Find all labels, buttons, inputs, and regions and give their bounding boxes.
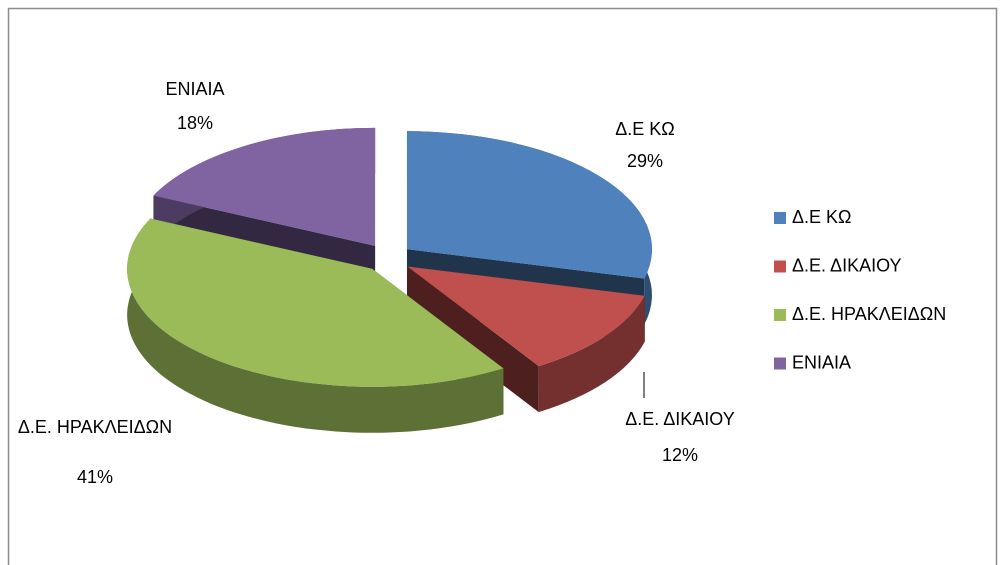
slice-side [407,266,539,413]
data-label-name: Δ.Ε ΚΩ [615,119,675,139]
legend-swatch [774,357,786,370]
data-labels: Δ.Ε ΚΩ 29% Δ.Ε. ΔΙΚΑΙΟΥ 12% Δ.Ε. ΗΡΑΚΛΕΙΔΩΝ 4… [18,79,735,487]
legend-swatch [774,309,786,321]
data-label-value: 12% [662,445,698,465]
legend-swatch [774,260,786,273]
data-label-name: ΕΝΙΑΙΑ [165,79,224,99]
slice [406,131,652,279]
data-label-name: Δ.Ε. ΔΙΚΑΙΟΥ [625,409,735,429]
slice-side [538,295,645,413]
data-label-name: Δ.Ε. ΗΡΑΚΛΕΙΔΩΝ [18,417,172,437]
legend: Δ.Ε ΚΩ Δ.Ε. ΔΙΚΑΙΟΥ Δ.Ε. ΗΡΑΚΛΕΙΔΩΝ ΕΝΙΑΙΑ [774,207,946,372]
legend-label: ΕΝΙΑΙΑ [792,352,851,372]
pie [127,127,652,433]
slice [127,218,504,387]
data-label-value: 41% [77,467,113,487]
data-label-value: 29% [627,151,663,171]
data-label-value: 18% [177,113,213,133]
legend-label: Δ.Ε ΚΩ [792,207,852,227]
legend-label: Δ.Ε. ΗΡΑΚΛΕΙΔΩΝ [792,304,946,324]
legend-label: Δ.Ε. ΔΙΚΑΙΟΥ [792,255,902,275]
slice [407,266,645,367]
legend-swatch [774,212,786,224]
slice [153,127,376,246]
slice-side [127,218,504,433]
